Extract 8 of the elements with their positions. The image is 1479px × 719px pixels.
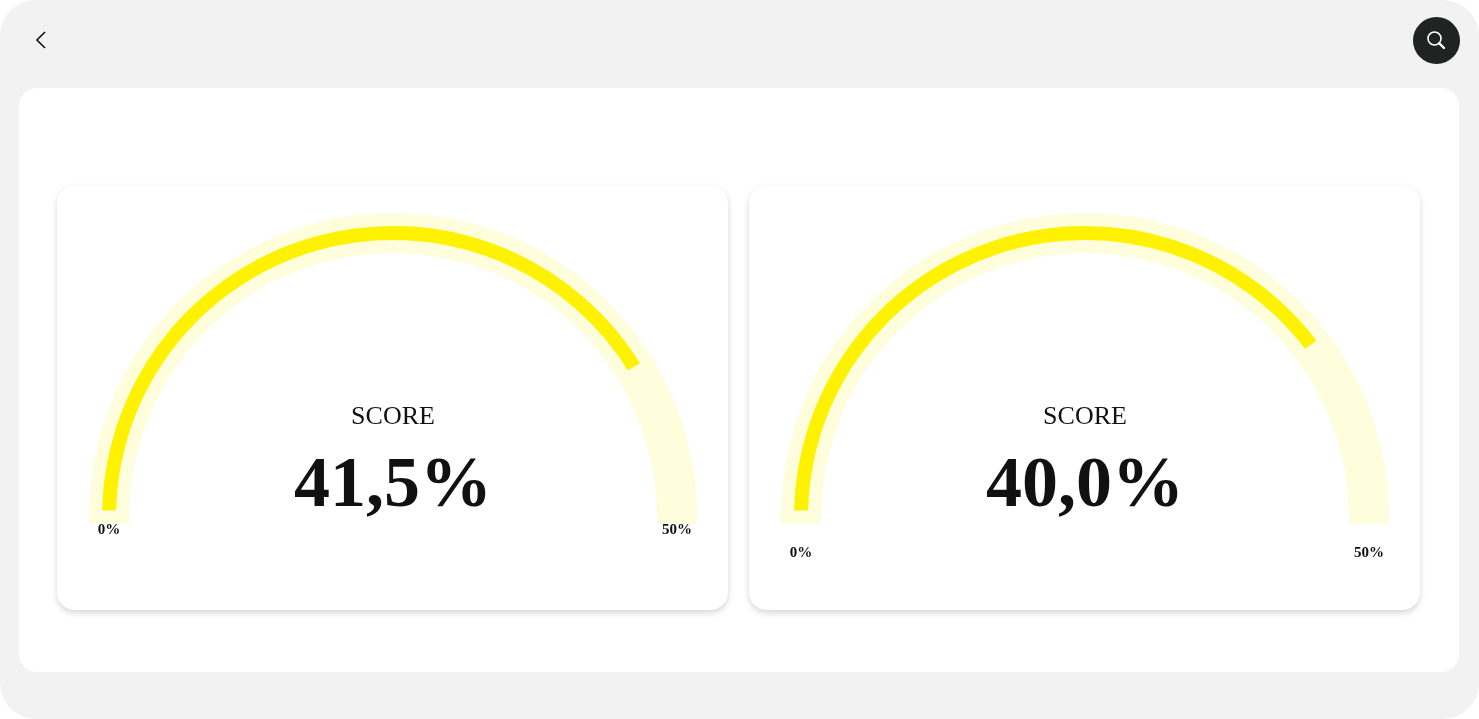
text: SCORE [1043,400,1127,430]
data-label: 40,0% [986,441,1184,522]
data-label: 41,5% [294,441,492,522]
text: 0% [789,543,813,560]
text: 0% [97,520,121,537]
text: SCORE [351,400,435,430]
text: 50% [662,520,692,537]
text: 50% [1354,543,1384,560]
